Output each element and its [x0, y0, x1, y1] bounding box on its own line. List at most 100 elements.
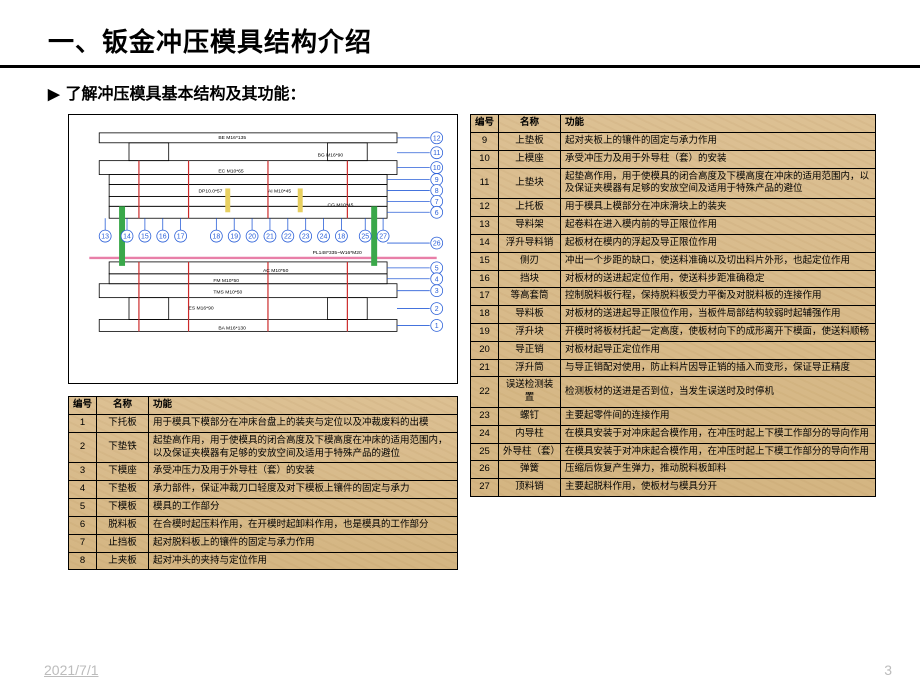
- cell-func: 用于模具下模部分在冲床台盘上的装夹与定位以及冲裁废料的出模: [149, 415, 458, 433]
- cell-func: 起对冲头的夹持与定位作用: [149, 552, 458, 570]
- svg-text:BE M16*135: BE M16*135: [218, 135, 246, 141]
- cell-id: 16: [471, 270, 499, 288]
- cell-func: 承力部件，保证冲裁刀口轻度及对下模板上镶件的固定与承力: [149, 481, 458, 499]
- cell-func: 压缩后恢复产生弹力，推动脱料板卸料: [561, 461, 876, 479]
- cell-id: 10: [471, 150, 499, 168]
- cell-id: 19: [471, 323, 499, 341]
- cell-name: 挡块: [499, 270, 561, 288]
- cell-func: 承受冲压力及用于外导柱（套）的安装: [149, 463, 458, 481]
- col-name: 名称: [499, 115, 561, 133]
- cell-id: 4: [69, 481, 97, 499]
- svg-text:BA M16*130: BA M16*130: [218, 325, 246, 331]
- subtitle-text: 了解冲压模具基本结构及其功能：: [66, 86, 306, 103]
- table-row: 25外导柱（套）在模具安装于对冲床起合模作用，在冲压时起上下模工作部分的导向作用: [471, 443, 876, 461]
- svg-text:23: 23: [302, 234, 310, 241]
- content-row: BE M16*135 BG M16*90 EC M10*65 DP10.0*57…: [0, 104, 920, 570]
- svg-text:24: 24: [320, 234, 328, 241]
- cell-func: 起对夹板上的镶件的固定与承力作用: [561, 133, 876, 151]
- cell-func: 在合模时起压料作用，在开模时起卸料作用，也是模具的工作部分: [149, 516, 458, 534]
- svg-text:17: 17: [177, 234, 185, 241]
- svg-text:18: 18: [212, 234, 220, 241]
- cell-func: 控制脱料板行程，保持脱料板受力平衡及对脱料板的连接作用: [561, 288, 876, 306]
- svg-text:21: 21: [266, 234, 274, 241]
- table-row: 18导料板对板材的送进起导正限位作用，当板件局部结构较弱时起辅强作用: [471, 306, 876, 324]
- cell-id: 27: [471, 479, 499, 497]
- svg-text:26: 26: [433, 241, 441, 248]
- svg-text:19: 19: [230, 234, 238, 241]
- cell-id: 14: [471, 234, 499, 252]
- table-row: 16挡块对板材的送进起定位作用，使送料步距准确稳定: [471, 270, 876, 288]
- cell-name: 弹簧: [499, 461, 561, 479]
- cell-func: 模具的工作部分: [149, 499, 458, 517]
- svg-text:BG M16*90: BG M16*90: [318, 153, 344, 159]
- cell-name: 上垫板: [499, 133, 561, 151]
- table-row: 7止挡板起对脱料板上的镶件的固定与承力作用: [69, 534, 458, 552]
- cell-name: 下垫板: [97, 481, 149, 499]
- table-header-row: 编号 名称 功能: [69, 397, 458, 415]
- die-structure-diagram: BE M16*135 BG M16*90 EC M10*65 DP10.0*57…: [68, 114, 458, 384]
- subtitle: ▶ 了解冲压模具基本结构及其功能：: [0, 68, 920, 104]
- svg-text:4: 4: [435, 276, 439, 283]
- table-row: 2下垫铁起垫高作用，用于使模具的闭合高度及下模高度在冲床的适用范围内，以及保证夹…: [69, 432, 458, 463]
- svg-text:5: 5: [435, 265, 439, 272]
- cell-id: 2: [69, 432, 97, 463]
- cell-name: 等高套筒: [499, 288, 561, 306]
- cell-id: 21: [471, 359, 499, 377]
- cell-name: 导正销: [499, 341, 561, 359]
- cell-func: 起垫高作用，用于使模具的闭合高度及下模高度在冲床的适用范围内，以及保证夹模器有足…: [149, 432, 458, 463]
- svg-text:16: 16: [159, 234, 167, 241]
- cell-name: 止挡板: [97, 534, 149, 552]
- table-row: 19浮升块开模时将板材托起一定高度，使板材向下的成形离开下模面，使送料顺畅: [471, 323, 876, 341]
- cell-name: 内导柱: [499, 425, 561, 443]
- table-row: 1下托板用于模具下模部分在冲床台盘上的装夹与定位以及冲裁废料的出模: [69, 415, 458, 433]
- cell-id: 24: [471, 425, 499, 443]
- cell-id: 9: [471, 133, 499, 151]
- cell-name: 浮升筒: [499, 359, 561, 377]
- table-row: 9上垫板起对夹板上的镶件的固定与承力作用: [471, 133, 876, 151]
- cell-name: 侧刃: [499, 252, 561, 270]
- cell-name: 导料架: [499, 217, 561, 235]
- svg-text:8: 8: [435, 188, 439, 195]
- cell-name: 下托板: [97, 415, 149, 433]
- cell-id: 3: [69, 463, 97, 481]
- cell-name: 外导柱（套）: [499, 443, 561, 461]
- svg-text:13: 13: [101, 234, 109, 241]
- page-title: 一、钣金冲压模具结构介绍: [0, 0, 920, 65]
- cell-name: 上托板: [499, 199, 561, 217]
- svg-text:DP10.0*57: DP10.0*57: [198, 188, 222, 194]
- cell-name: 上垫块: [499, 168, 561, 199]
- table-row: 5下模板模具的工作部分: [69, 499, 458, 517]
- table-row: 23螺钉主要起零件间的连接作用: [471, 408, 876, 426]
- cell-id: 26: [471, 461, 499, 479]
- cell-func: 主要起零件间的连接作用: [561, 408, 876, 426]
- svg-text:22: 22: [284, 234, 292, 241]
- cell-id: 18: [471, 306, 499, 324]
- svg-text:6: 6: [435, 210, 439, 217]
- svg-text:CG M10*45: CG M10*45: [328, 202, 354, 208]
- table-row: 20导正销对板材起导正定位作用: [471, 341, 876, 359]
- cell-func: 起对脱料板上的镶件的固定与承力作用: [149, 534, 458, 552]
- cell-id: 22: [471, 377, 499, 408]
- table-row: 13导料架起卷料在进入模内前的导正限位作用: [471, 217, 876, 235]
- chevron-right-icon: ▶: [48, 85, 60, 103]
- cell-id: 8: [69, 552, 97, 570]
- cell-id: 6: [69, 516, 97, 534]
- svg-text:FM M10*50: FM M10*50: [213, 278, 239, 284]
- cell-func: 与导正销配对使用，防止料片因导正销的插入而变形，保证导正精度: [561, 359, 876, 377]
- cell-func: 对板材的送进起导正限位作用，当板件局部结构较弱时起辅强作用: [561, 306, 876, 324]
- svg-text:ES M16*90: ES M16*90: [189, 306, 214, 312]
- col-name: 名称: [97, 397, 149, 415]
- cell-id: 13: [471, 217, 499, 235]
- table-row: 14浮升导料销起板材在模内的浮起及导正限位作用: [471, 234, 876, 252]
- cell-id: 11: [471, 168, 499, 199]
- parts-table-right: 编号 名称 功能 9上垫板起对夹板上的镶件的固定与承力作用10上模座承受冲压力及…: [470, 114, 876, 497]
- cell-id: 1: [69, 415, 97, 433]
- cell-name: 顶料销: [499, 479, 561, 497]
- svg-text:27: 27: [379, 234, 387, 241]
- cell-func: 用于模具上模部分在冲床滑块上的装夹: [561, 199, 876, 217]
- svg-text:18: 18: [338, 234, 346, 241]
- svg-text:7: 7: [435, 199, 439, 206]
- left-column: BE M16*135 BG M16*90 EC M10*65 DP10.0*57…: [68, 114, 458, 570]
- cell-id: 7: [69, 534, 97, 552]
- col-id: 编号: [69, 397, 97, 415]
